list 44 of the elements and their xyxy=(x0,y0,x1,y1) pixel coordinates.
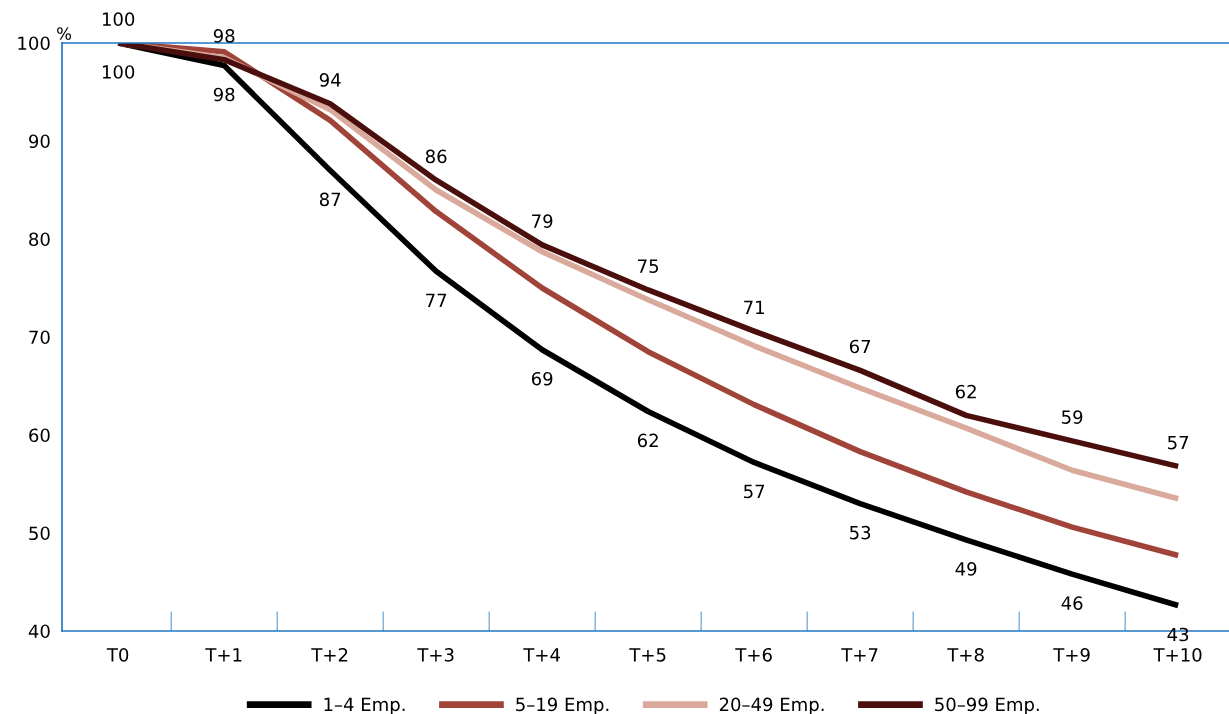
data-label: 75 xyxy=(638,259,659,273)
y-tick-label: 40 xyxy=(28,624,50,639)
x-tick-label: T+5 xyxy=(629,648,666,662)
x-tick-label: T0 xyxy=(106,647,129,662)
y-tick-label: 70 xyxy=(29,330,50,345)
data-label: 79 xyxy=(532,214,553,228)
data-label: 62 xyxy=(637,433,658,448)
data-label: 57 xyxy=(1168,435,1189,450)
data-label: 49 xyxy=(955,562,977,576)
data-label: 100 xyxy=(102,65,135,79)
data-label: 71 xyxy=(744,300,764,314)
y-tick-label: 80 xyxy=(29,232,50,247)
data-label: 86 xyxy=(425,149,447,164)
legend-label: 5–19 Emp. xyxy=(516,697,609,714)
data-label: 59 xyxy=(1062,410,1083,424)
y-tick-label: 50 xyxy=(29,526,50,541)
data-label: 98 xyxy=(213,29,235,43)
x-tick-label: T+3 xyxy=(417,647,454,662)
data-label: 69 xyxy=(531,371,553,386)
data-label: 87 xyxy=(319,192,341,207)
y-tick-label: 100 xyxy=(18,36,50,51)
legend-label: 1–4 Emp. xyxy=(324,697,405,714)
y-axis-title: % xyxy=(57,27,72,40)
y-tick-label: 60 xyxy=(29,428,50,443)
data-label: 62 xyxy=(955,384,976,399)
data-label: 46 xyxy=(1061,596,1083,610)
data-label: 77 xyxy=(426,293,447,307)
x-tick-label: T+7 xyxy=(841,648,878,662)
x-tick-label: T+2 xyxy=(311,647,348,662)
data-label: 57 xyxy=(744,484,765,499)
legend-label: 50–99 Emp. xyxy=(935,697,1039,714)
y-tick-label: 90 xyxy=(29,134,50,149)
data-label: 53 xyxy=(850,525,871,540)
x-tick-label: T+9 xyxy=(1053,647,1090,662)
data-label: 94 xyxy=(319,73,341,87)
x-tick-label: T+6 xyxy=(735,647,772,662)
x-tick-label: T+1 xyxy=(205,648,242,662)
x-tick-label: T+4 xyxy=(523,648,560,662)
data-label: 100 xyxy=(102,12,135,27)
x-tick-label: T+10 xyxy=(1153,647,1202,662)
x-tick-label: T+8 xyxy=(947,647,984,662)
data-label: 67 xyxy=(849,339,871,354)
data-label: 98 xyxy=(213,87,235,102)
legend-label: 20–49 Emp. xyxy=(719,697,824,714)
